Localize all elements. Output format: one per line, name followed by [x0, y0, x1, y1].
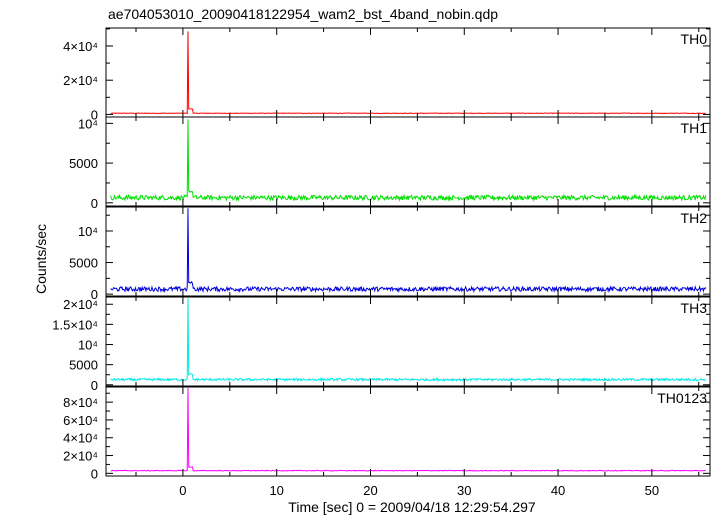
- y-tick-label: 8×10⁴: [63, 395, 98, 410]
- y-tick-label: 0: [91, 196, 98, 211]
- x-tick-label: 10: [269, 483, 283, 498]
- panel-frame: [105, 296, 711, 387]
- y-tick-label: 10⁴: [78, 116, 98, 131]
- y-axis-label: Counts/sec: [33, 224, 49, 294]
- y-tick-label: 5000: [69, 256, 98, 271]
- panel-th2: 0 5000 10⁴ TH2: [69, 206, 711, 302]
- y-tick-label: 0: [91, 287, 98, 302]
- panel-frame: [105, 386, 711, 477]
- series-line-th2: [110, 208, 707, 294]
- y-tick-label: 2×10⁴: [63, 449, 98, 464]
- x-tick-label: 30: [457, 483, 471, 498]
- y-tick-label: 10⁴: [78, 224, 98, 239]
- y-tick-label: 2×10⁴: [63, 297, 98, 312]
- y-tick-label: 0: [91, 378, 98, 393]
- x-tick-label: 0: [179, 483, 186, 498]
- series-line-th0123: [110, 387, 706, 472]
- panel-th0123: 0 2×10⁴ 4×10⁴ 6×10⁴ 8×10⁴ TH0123: [63, 386, 711, 481]
- panel-label: TH1: [681, 120, 708, 136]
- x-tick-label: 20: [363, 483, 377, 498]
- panel-label: TH0123: [657, 390, 707, 406]
- y-tick-label: 0: [91, 466, 98, 481]
- y-tick-label: 5000: [69, 156, 98, 171]
- panel-th1: 0 5000 10⁴ TH1: [69, 116, 711, 211]
- panel-frame: [105, 206, 711, 297]
- panel-th3: 0 5000 10⁴ 1.5×10⁴ 2×10⁴ TH3: [52, 296, 711, 393]
- panel-frame: [105, 27, 711, 118]
- panel-label: TH3: [681, 300, 708, 316]
- y-tick-label: 6×10⁴: [63, 413, 98, 428]
- x-axis-label: Time [sec] 0 = 2009/04/18 12:29:54.297: [288, 499, 536, 515]
- y-tick-label: 2×10⁴: [63, 73, 98, 88]
- panel-th0: 0 2×10⁴ 4×10⁴ TH0: [63, 27, 711, 122]
- panel-label: TH2: [681, 210, 708, 226]
- x-tick-label: 40: [551, 483, 565, 498]
- y-tick-label: 4×10⁴: [63, 431, 98, 446]
- x-tick-label: 50: [645, 483, 659, 498]
- panel-frame: [105, 116, 711, 207]
- y-tick-label: 1.5×10⁴: [52, 317, 98, 332]
- series-line-th0: [110, 31, 706, 115]
- y-tick-label: 10⁴: [78, 338, 98, 353]
- chart-title: ae704053010_20090418122954_wam2_bst_4ban…: [108, 6, 498, 22]
- series-line-th1: [110, 119, 707, 202]
- series-line-th3: [110, 298, 707, 382]
- y-tick-label: 5000: [69, 358, 98, 373]
- y-tick-label: 0: [91, 107, 98, 122]
- panel-label: TH0: [681, 31, 708, 47]
- y-tick-label: 4×10⁴: [63, 39, 98, 54]
